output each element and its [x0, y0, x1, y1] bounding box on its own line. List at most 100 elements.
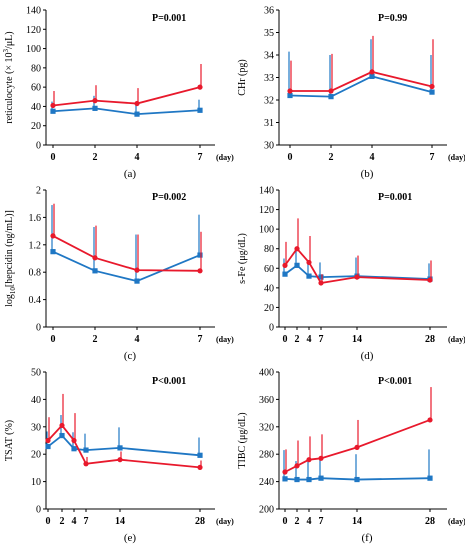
y-tick-label: 360 [259, 395, 274, 406]
p-value-label: P=0.002 [152, 192, 186, 203]
y-tick-label: 1.2 [29, 240, 42, 251]
y-tick-label: 140 [26, 6, 41, 17]
y-tick-label: 35 [264, 28, 274, 39]
data-point [306, 273, 312, 279]
series-red [287, 35, 435, 94]
data-point [45, 443, 51, 450]
y-tick-label: 0 [269, 323, 274, 334]
data-point [427, 417, 433, 423]
y-tick-label: 34 [264, 51, 274, 62]
x-tick-label: 28 [425, 516, 435, 527]
panel-caption: (a) [124, 168, 137, 180]
x-tick-label: 2 [329, 152, 334, 163]
data-point [117, 457, 123, 463]
y-tick-label: 20 [31, 450, 41, 461]
y-tick-label: 0.8 [29, 268, 42, 279]
y-tick-label: 60 [264, 264, 274, 275]
y-tick-label: 50 [31, 368, 41, 379]
data-point [71, 446, 77, 452]
x-tick-label: 7 [319, 334, 324, 345]
x-tick-label: 7 [84, 516, 89, 527]
x-tick-label: 2 [93, 334, 98, 345]
y-tick-label: 0 [36, 505, 41, 516]
series-line [52, 235, 201, 272]
data-point [427, 475, 433, 481]
x-tick-label: 7 [319, 516, 324, 527]
y-tick-label: 20 [264, 303, 274, 314]
data-point [50, 108, 56, 114]
chart-panel-a: 0 20 40 60 80 100 120 140 0 2 4 7 (day) reticulocyte … [2, 6, 234, 181]
x-tick-label: 4 [135, 334, 140, 345]
x-tick-label: 14 [352, 334, 362, 345]
y-tick-label: 240 [259, 477, 274, 488]
data-point [197, 452, 203, 458]
y-axis-label: reticulocyte (× 103/μL) [2, 31, 15, 123]
x-unit-label: (day) [448, 517, 465, 526]
y-tick-label: 40 [31, 102, 41, 113]
series-line [52, 250, 201, 283]
data-point [134, 100, 140, 107]
data-point [83, 461, 89, 467]
x-tick-label: 0 [283, 516, 288, 527]
series-red [45, 393, 203, 470]
y-tick-label: 33 [264, 73, 274, 84]
data-point [306, 457, 312, 463]
x-tick-label: 0 [283, 334, 288, 345]
y-tick-label: 120 [26, 25, 41, 36]
y-tick-label: 1.6 [29, 213, 42, 224]
y-tick-label: 60 [31, 83, 41, 94]
data-point [354, 444, 360, 450]
x-tick-label: 28 [195, 516, 205, 527]
data-point [197, 84, 203, 90]
data-point [354, 274, 360, 280]
x-tick-label: 4 [370, 152, 375, 163]
chart-panel-c: 0 0.4 0.8 1.2 1.6 2 0 2 4 7 (day) log10[hepcidin (n… [4, 186, 234, 363]
series-line [289, 75, 433, 98]
data-point [197, 268, 203, 274]
y-tick-label: 120 [259, 205, 274, 216]
x-tick-label: 2 [60, 516, 65, 527]
series-blue [45, 415, 203, 458]
data-point [92, 255, 98, 261]
data-point [427, 277, 433, 283]
x-unit-label: (day) [216, 517, 234, 526]
series-blue [50, 95, 203, 117]
p-value-label: P=0.001 [152, 13, 186, 24]
y-axis-label: TIBC (μg/dL) [237, 412, 248, 468]
data-point [306, 476, 312, 483]
p-value-label: P=0.001 [378, 192, 412, 203]
data-point [429, 83, 435, 90]
x-tick-label: 14 [352, 516, 362, 527]
y-axis-label: s-Fe (μg/dL) [237, 233, 248, 284]
y-axis-label: CHr (pg) [237, 59, 248, 95]
data-point [50, 102, 56, 109]
panel-caption: (c) [124, 350, 137, 362]
x-tick-label: 28 [425, 334, 435, 345]
data-point [354, 476, 360, 483]
series-blue [287, 39, 435, 100]
series-red [50, 64, 203, 109]
x-tick-label: 7 [430, 152, 435, 163]
data-point [71, 437, 77, 444]
x-unit-label: (day) [448, 335, 465, 344]
data-point [83, 447, 89, 453]
p-value-label: P<0.001 [378, 376, 412, 387]
x-tick-label: 4 [135, 152, 140, 163]
data-point [59, 432, 65, 439]
y-tick-label: 320 [259, 422, 274, 433]
data-point [197, 464, 203, 470]
y-tick-label: 0.4 [29, 295, 42, 306]
y-tick-label: 40 [264, 283, 274, 294]
data-point [287, 92, 293, 99]
y-axis-label: log10[hepcidin (ng/mL)] [4, 210, 17, 307]
x-unit-label: (day) [216, 153, 234, 162]
x-tick-label: 14 [115, 516, 125, 527]
x-tick-label: 0 [51, 334, 56, 345]
x-tick-label: 2 [295, 334, 300, 345]
data-point [59, 422, 65, 429]
y-tick-label: 0 [36, 141, 41, 152]
y-tick-label: 100 [26, 44, 41, 55]
y-tick-label: 400 [259, 368, 274, 379]
